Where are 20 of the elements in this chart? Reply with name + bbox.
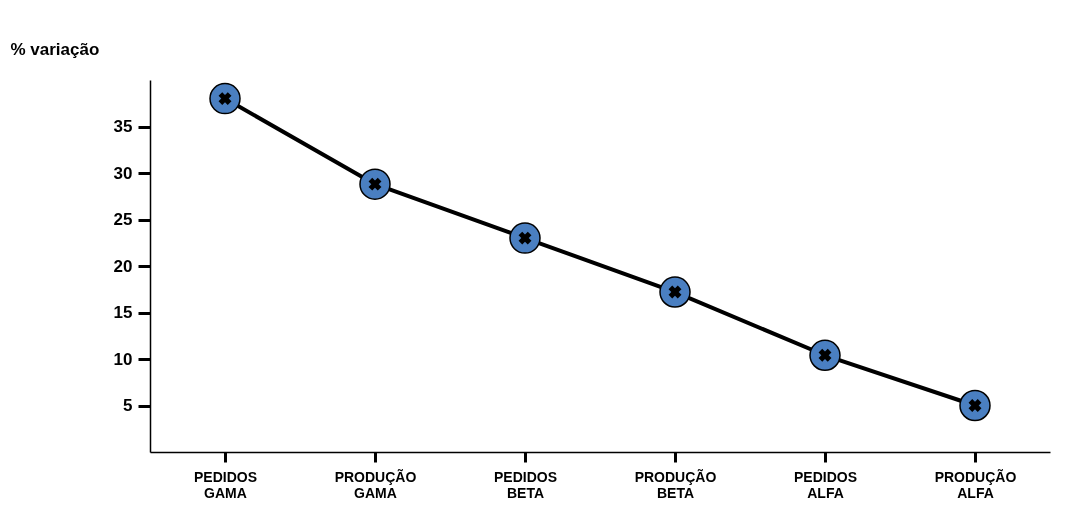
point [809,339,841,371]
y-tick-label: 25 [113,210,133,229]
point [509,222,541,254]
x-tick-label: PRODUÇÃO GAMA [334,467,417,501]
point [359,168,391,200]
y-tick-label: 20 [113,256,133,276]
y-axis-title: % variação [10,39,100,59]
point [659,276,691,308]
x-tick-label: PRODUÇÃO BETA [634,467,717,501]
x-tick-label: PEDIDOS ALFA [793,468,858,501]
point [209,82,241,115]
y-tick-label: 5 [123,396,133,415]
y-tick-label: 15 [113,303,133,322]
x-tick-label: PEDIDOS GAMA [193,468,258,501]
x-tick-label: PEDIDOS BETA [493,468,558,501]
y-tick-label: 35 [113,117,133,136]
y-tick-label: 10 [113,349,133,369]
point [959,389,991,422]
x-tick-label: PRODUÇÃO ALFA [934,467,1017,501]
y-tick-label: 30 [113,163,133,183]
